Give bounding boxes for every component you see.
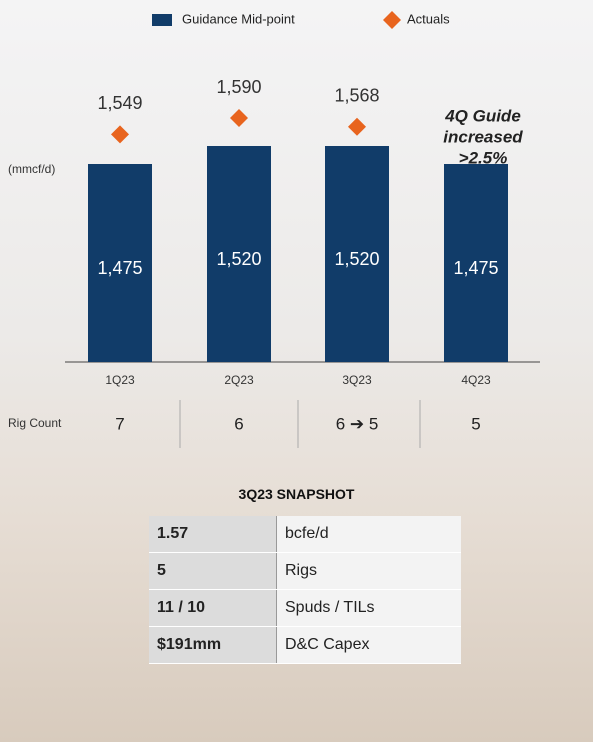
table-row: 1.57 bcfe/d: [149, 516, 461, 553]
actual-marker: [111, 125, 129, 144]
legend-label: Actuals: [407, 11, 450, 26]
bar-value-label: 1,475: [453, 258, 498, 278]
rig-count: 6 ➔ 5: [336, 414, 379, 433]
bar-value-label: 1,475: [97, 258, 142, 278]
x-tick-label: 3Q23: [342, 373, 372, 387]
table-row: 11 / 10 Spuds / TILs: [149, 589, 461, 627]
rig-count: 5: [471, 414, 480, 433]
legend-label: Guidance Mid-point: [182, 11, 295, 26]
table-cell: 1.57: [149, 516, 277, 553]
table-row: 5 Rigs: [149, 552, 461, 590]
x-tick-label: 1Q23: [105, 373, 135, 387]
rig-count: 6: [234, 414, 243, 433]
actual-marker: [230, 109, 248, 127]
bar: [207, 146, 271, 362]
table-cell: 11 / 10: [149, 589, 277, 627]
actual-label: 1,549: [97, 93, 142, 113]
legend-swatch: [383, 11, 401, 29]
bar-value-label: 1,520: [334, 249, 379, 269]
table-row: $191mm D&C Capex: [149, 626, 461, 664]
legend-swatch: [152, 14, 172, 26]
table-cell: $191mm: [149, 626, 277, 664]
bar: [325, 146, 389, 362]
table-cell: bcfe/d: [276, 516, 461, 553]
actual-label: 1,590: [216, 77, 261, 97]
row-label: Rig Count: [8, 416, 62, 430]
bar: [88, 164, 152, 362]
chart: Guidance Mid-point Actuals (mmcf/d) Rig …: [8, 11, 540, 448]
table-cell: 5: [149, 552, 277, 590]
snapshot-table: 1.57 bcfe/d 5 Rigs 11 / 10 Spuds / TILs $191mm…: [149, 516, 461, 664]
table-title: 3Q23 SNAPSHOT: [238, 486, 355, 502]
table-cell: Spuds / TILs: [276, 589, 461, 627]
bar: [444, 164, 508, 362]
separators: [179, 400, 421, 448]
x-tick-label: 4Q23: [461, 373, 491, 387]
annotation: 4Q Guide: [444, 106, 521, 125]
y-axis-label: (mmcf/d): [8, 162, 55, 176]
annotation: >2.5%: [459, 148, 508, 167]
actual-label: 1,568: [334, 86, 379, 106]
bar-value-label: 1,520: [216, 249, 261, 269]
table-cell: Rigs: [276, 552, 461, 590]
x-tick-label: 2Q23: [224, 373, 254, 387]
annotation: increased: [443, 127, 523, 146]
table-cell: D&C Capex: [276, 626, 461, 664]
actual-marker: [348, 117, 366, 136]
rig-count: 7: [115, 414, 124, 433]
